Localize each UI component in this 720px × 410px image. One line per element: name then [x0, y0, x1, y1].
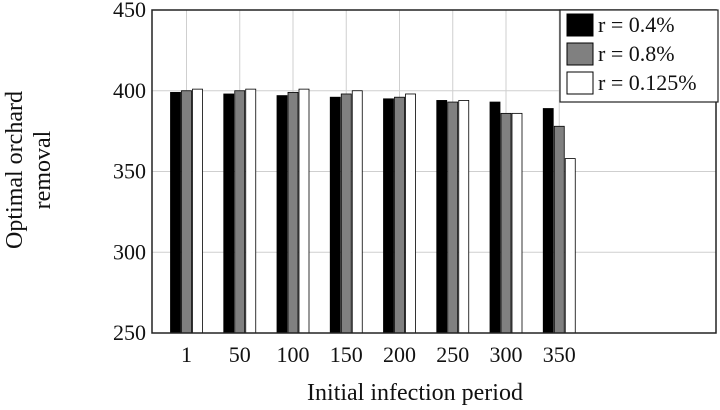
bar-series1-300 [500, 112, 512, 334]
x-tick-label: 150 [330, 342, 363, 367]
y-axis-label: Optimal orchard removal [2, 91, 56, 249]
y-tick-label: 400 [113, 78, 146, 103]
bar-series0-250 [436, 100, 448, 334]
x-tick-label: 1 [181, 342, 192, 367]
legend-swatch-0 [566, 13, 594, 37]
y-axis-label-line-2: removal [30, 130, 56, 209]
bar-series1-350 [553, 125, 565, 334]
bar-series0-150 [329, 96, 341, 334]
bar-series0-350 [542, 108, 554, 334]
bar-series1-1 [181, 90, 192, 334]
y-tick-labels: 250 300 350 400 450 [113, 0, 146, 345]
bar-series0-50 [223, 93, 235, 334]
bar-series1-50 [234, 90, 246, 334]
y-axis-label-line-1: Optimal orchard [2, 91, 28, 249]
legend-label-1: r = 0.8% [598, 41, 675, 66]
bar-series2-100 [298, 88, 310, 334]
legend-swatch-2 [566, 71, 594, 95]
bar-series1-150 [340, 93, 352, 334]
plot-frame [151, 9, 717, 334]
bar-series1-100 [287, 91, 299, 334]
y-tick-label: 300 [113, 239, 146, 264]
bar-series0-300 [489, 101, 501, 334]
bar-series1-200 [394, 96, 405, 334]
bar-series2-200 [405, 93, 416, 334]
x-tick-label: 250 [436, 342, 469, 367]
bars [170, 88, 576, 334]
x-axis-label: Initial infection period [307, 380, 523, 406]
y-tick-label: 250 [113, 320, 146, 345]
legend-label-2: r = 0.125% [598, 70, 697, 95]
x-tick-label: 200 [383, 342, 416, 367]
bar-series0-200 [383, 98, 394, 334]
y-tick-label: 350 [113, 159, 146, 184]
bar-series2-350 [564, 158, 576, 334]
legend-swatch-1 [566, 42, 594, 66]
x-tick-label: 350 [543, 342, 576, 367]
bar-series2-50 [245, 88, 257, 334]
x-tick-labels: 1 50 100 150 200 250 300 350 [181, 342, 576, 367]
bar-series2-150 [351, 90, 363, 334]
bar-series1-250 [447, 101, 459, 334]
bar-series2-1 [192, 88, 203, 334]
legend: r = 0.4% r = 0.8% r = 0.125% [559, 9, 719, 103]
y-tick-label: 450 [113, 0, 146, 22]
bar-series0-100 [276, 95, 288, 334]
legend-label-0: r = 0.4% [598, 12, 675, 37]
x-tick-label: 300 [490, 342, 523, 367]
bar-series0-1 [170, 91, 181, 334]
bar-series2-300 [511, 112, 523, 334]
x-tick-label: 100 [277, 342, 310, 367]
bar-series2-250 [458, 100, 470, 334]
x-tick-label: 50 [229, 342, 251, 367]
